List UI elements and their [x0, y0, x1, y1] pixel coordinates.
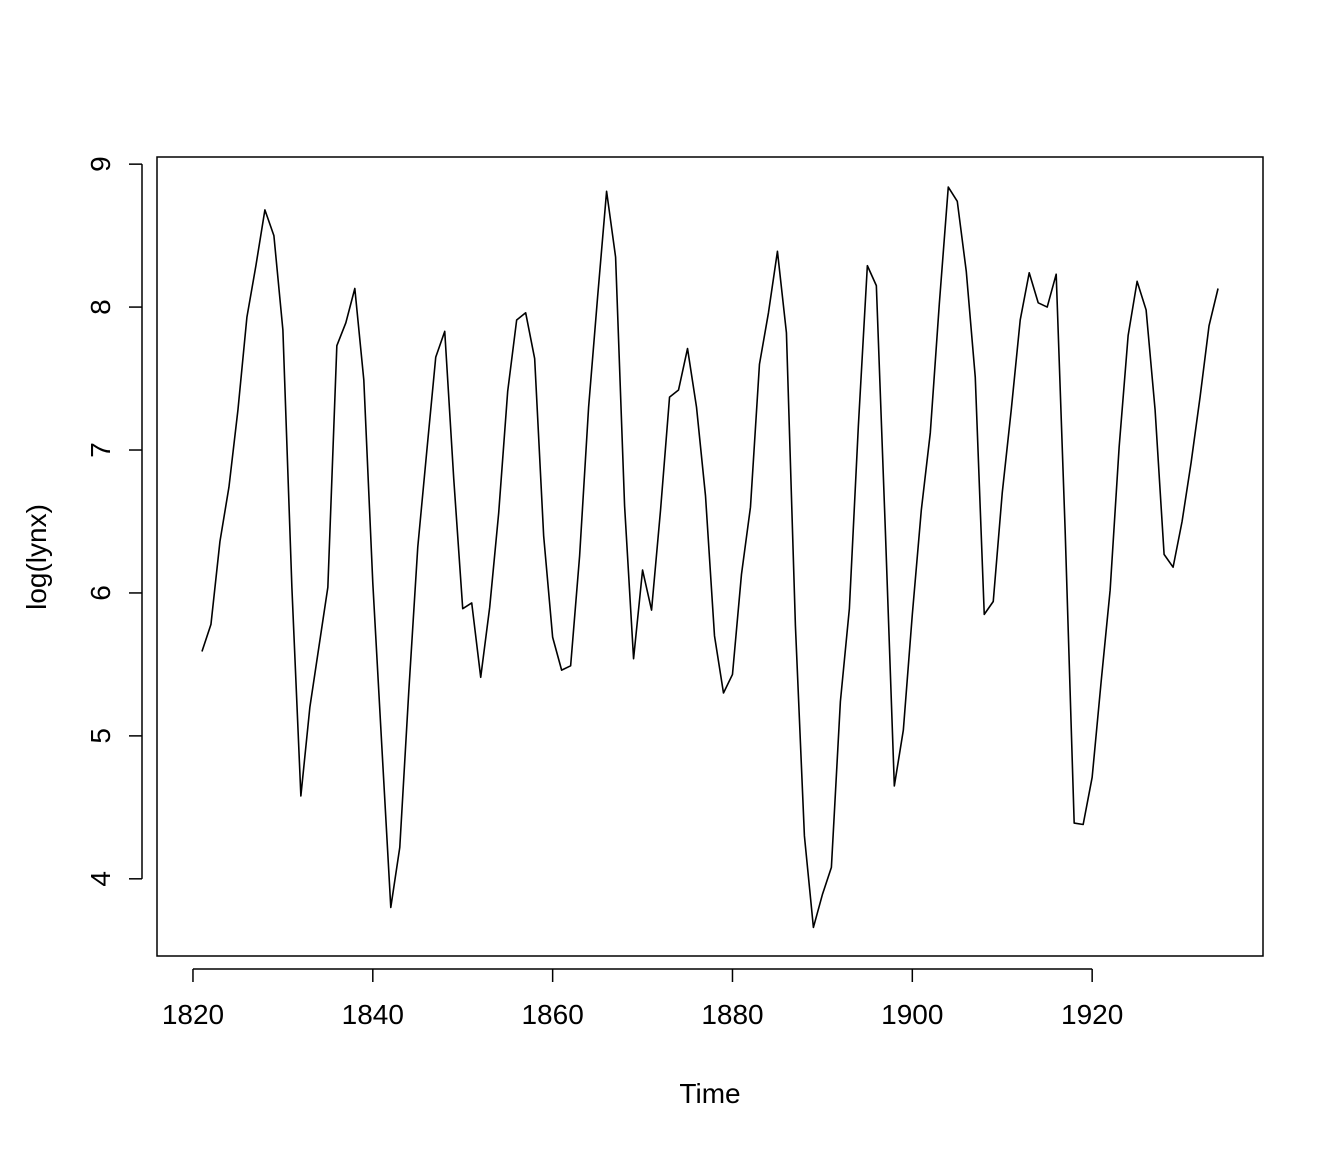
y-tick-label: 9: [85, 156, 116, 172]
x-axis-title: Time: [679, 1078, 740, 1109]
series-line: [201, 186, 1219, 929]
y-tick-label: 4: [85, 871, 116, 887]
y-axis-title: log(lynx): [21, 504, 52, 610]
x-tick-label: 1880: [701, 999, 763, 1030]
x-tick-label: 1860: [521, 999, 583, 1030]
y-tick-label: 8: [85, 299, 116, 315]
x-tick-label: 1840: [342, 999, 404, 1030]
y-tick-label: 7: [85, 442, 116, 458]
y-tick-label: 5: [85, 728, 116, 744]
x-tick-label: 1900: [881, 999, 943, 1030]
y-axis: 4 5 6 7 8 9: [85, 156, 143, 887]
x-tick-label: 1920: [1061, 999, 1123, 1030]
plot-box: [156, 156, 1264, 957]
y-tick-label: 6: [85, 585, 116, 601]
x-axis: 1820 1840 1860 1880 1900 1920: [162, 968, 1123, 1030]
x-tick-label: 1820: [162, 999, 224, 1030]
